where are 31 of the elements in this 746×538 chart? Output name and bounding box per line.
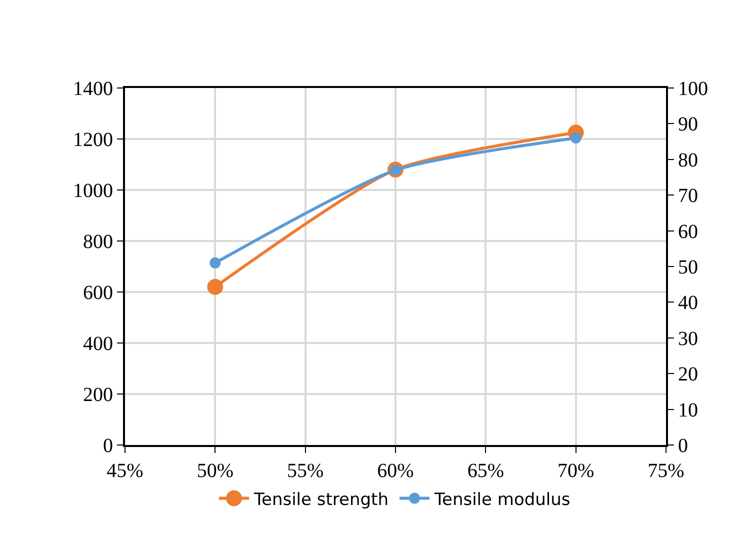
- y-tick-label: 800: [83, 231, 113, 253]
- legend-label: Tensile modulus: [434, 490, 570, 510]
- x-tick-label: 60%: [377, 460, 414, 482]
- y2-tick-label: 40: [678, 292, 698, 314]
- y2-tick-label: 0: [678, 435, 688, 457]
- y2-tick-label: 30: [678, 328, 698, 350]
- y-tick-label: 0: [103, 435, 113, 457]
- legend-label: Tensile strength: [253, 490, 388, 510]
- x-tick-label: 45%: [106, 460, 144, 482]
- y2-tick-label: 100: [678, 78, 708, 100]
- y2-tick-label: 60: [678, 220, 698, 243]
- y-tick-label: 1200: [73, 129, 113, 151]
- y2-tick-label: 50: [678, 256, 698, 278]
- x-tick-label: 50%: [196, 460, 234, 482]
- point: [210, 257, 221, 268]
- point: [570, 132, 582, 144]
- y2-tick-label: 80: [678, 149, 698, 172]
- y2-tick-label: 10: [678, 399, 698, 422]
- point: [207, 278, 224, 295]
- y2-tick-label: 90: [678, 114, 698, 136]
- x-tick-label: 75%: [648, 460, 684, 482]
- x-tick-label: 55%: [286, 460, 324, 482]
- x-tick-label: 70%: [557, 460, 594, 482]
- y2-tick-label: 20: [678, 364, 698, 386]
- y-tick-label: 400: [83, 333, 113, 355]
- y-tick-label: 200: [83, 384, 113, 406]
- y2-tick-label: 70: [678, 185, 698, 208]
- y-tick-label: 1000: [73, 180, 113, 202]
- y-tick-label: 600: [83, 282, 113, 304]
- y-tick-label: 1400: [73, 78, 113, 100]
- x-tick-label: 65%: [467, 460, 504, 482]
